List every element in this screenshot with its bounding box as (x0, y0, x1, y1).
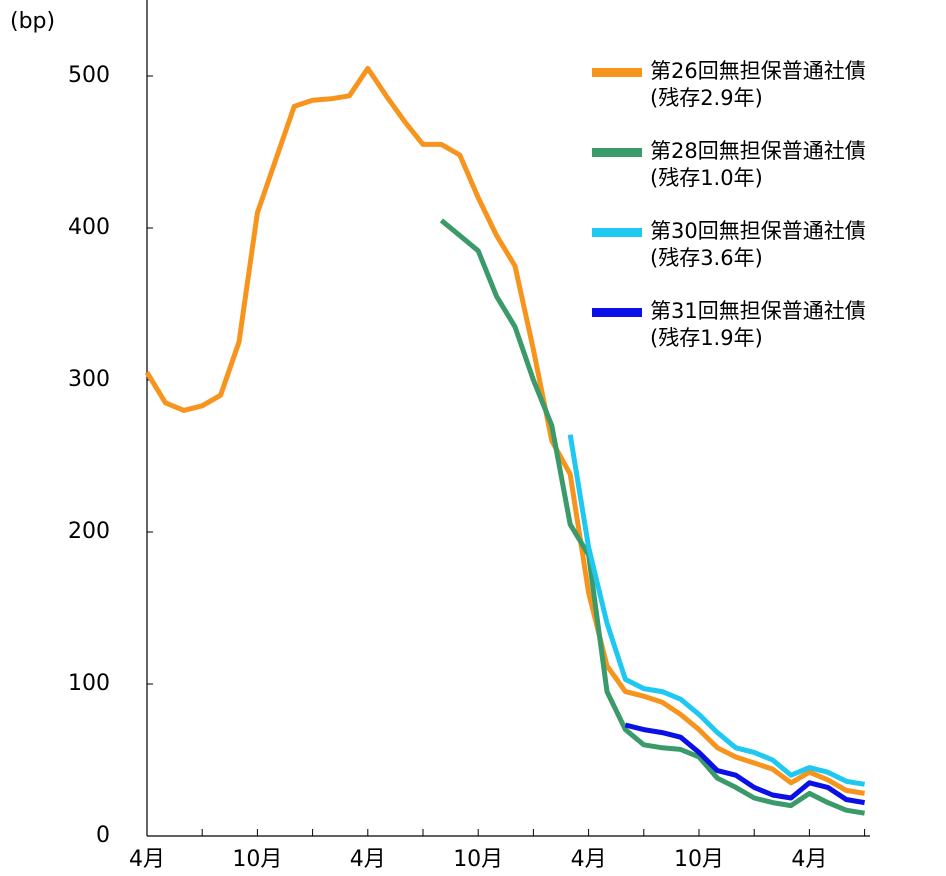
y-axis-label: (bp) (10, 9, 55, 34)
x-tick-label: 4月 (791, 847, 827, 872)
legend-label: 第31回無担保普通社債 (残存1.9年) (650, 299, 866, 350)
legend-label: 第26回無担保普通社債 (残存2.9年) (650, 59, 866, 110)
legend-label: 第30回無担保普通社債 (残存3.6年) (650, 219, 866, 270)
legend-label: 第28回無担保普通社債 (残存1.0年) (650, 139, 866, 190)
y-tick-label: 0 (96, 823, 110, 848)
y-tick-label: 300 (68, 367, 110, 392)
legend-swatch (592, 148, 642, 157)
series-line (567, 434, 866, 787)
x-tick-label: 4月 (571, 847, 607, 872)
legend-entry: 第26回無担保普通社債 (残存2.9年) (592, 58, 866, 112)
x-tick-label: 10月 (453, 847, 503, 872)
x-tick-label: 4月 (129, 847, 165, 872)
x-tick-label: 10月 (674, 847, 724, 872)
legend-entry: 第31回無担保普通社債 (残存1.9年) (592, 298, 866, 352)
y-tick-label: 400 (68, 215, 110, 240)
y-tick-label: 200 (68, 519, 110, 544)
x-tick-label: 4月 (350, 847, 386, 872)
legend-swatch (592, 308, 642, 317)
x-tick-label: 10月 (232, 847, 282, 872)
y-tick-label: 100 (68, 671, 110, 696)
series-line (624, 722, 866, 806)
legend-entry: 第28回無担保普通社債 (残存1.0年) (592, 138, 866, 192)
legend-swatch (592, 68, 642, 77)
series-line (439, 218, 866, 816)
y-tick-label: 500 (68, 63, 110, 88)
legend-swatch (592, 228, 642, 237)
legend-entry: 第30回無担保普通社債 (残存3.6年) (592, 218, 866, 272)
series-line (144, 65, 866, 796)
